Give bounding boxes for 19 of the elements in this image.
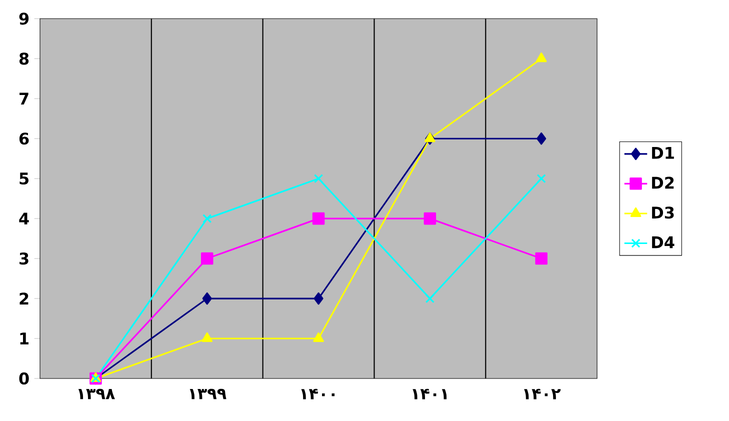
legend-label: D1: [652, 146, 674, 159]
y-tick-label: 0: [19, 372, 29, 384]
x-tick-label: ۱۳۹۸: [78, 388, 115, 400]
y-tick-label: 2: [20, 292, 28, 304]
legend-label: D2: [652, 176, 674, 189]
legend-label: D4: [652, 236, 674, 248]
y-tick-label: 7: [20, 92, 28, 104]
y-tick-label: 5: [20, 172, 28, 184]
x-tick-label: ۱۴۰۲: [524, 388, 561, 400]
y-tick-label: 3: [20, 252, 28, 265]
x-tick-label: ۱۴۰۱: [412, 388, 447, 400]
y-tick-label: 8: [19, 52, 29, 65]
y-tick-label: 6: [19, 132, 29, 145]
y-tick-label: 4: [19, 212, 29, 224]
y-tick-label: 1: [20, 332, 28, 344]
legend-label: D3: [652, 206, 674, 219]
y-tick-label: 9: [19, 12, 29, 25]
x-tick-label: ۱۳۹۹: [190, 388, 226, 400]
x-tick-label: ۱۴۰۰: [301, 388, 335, 400]
